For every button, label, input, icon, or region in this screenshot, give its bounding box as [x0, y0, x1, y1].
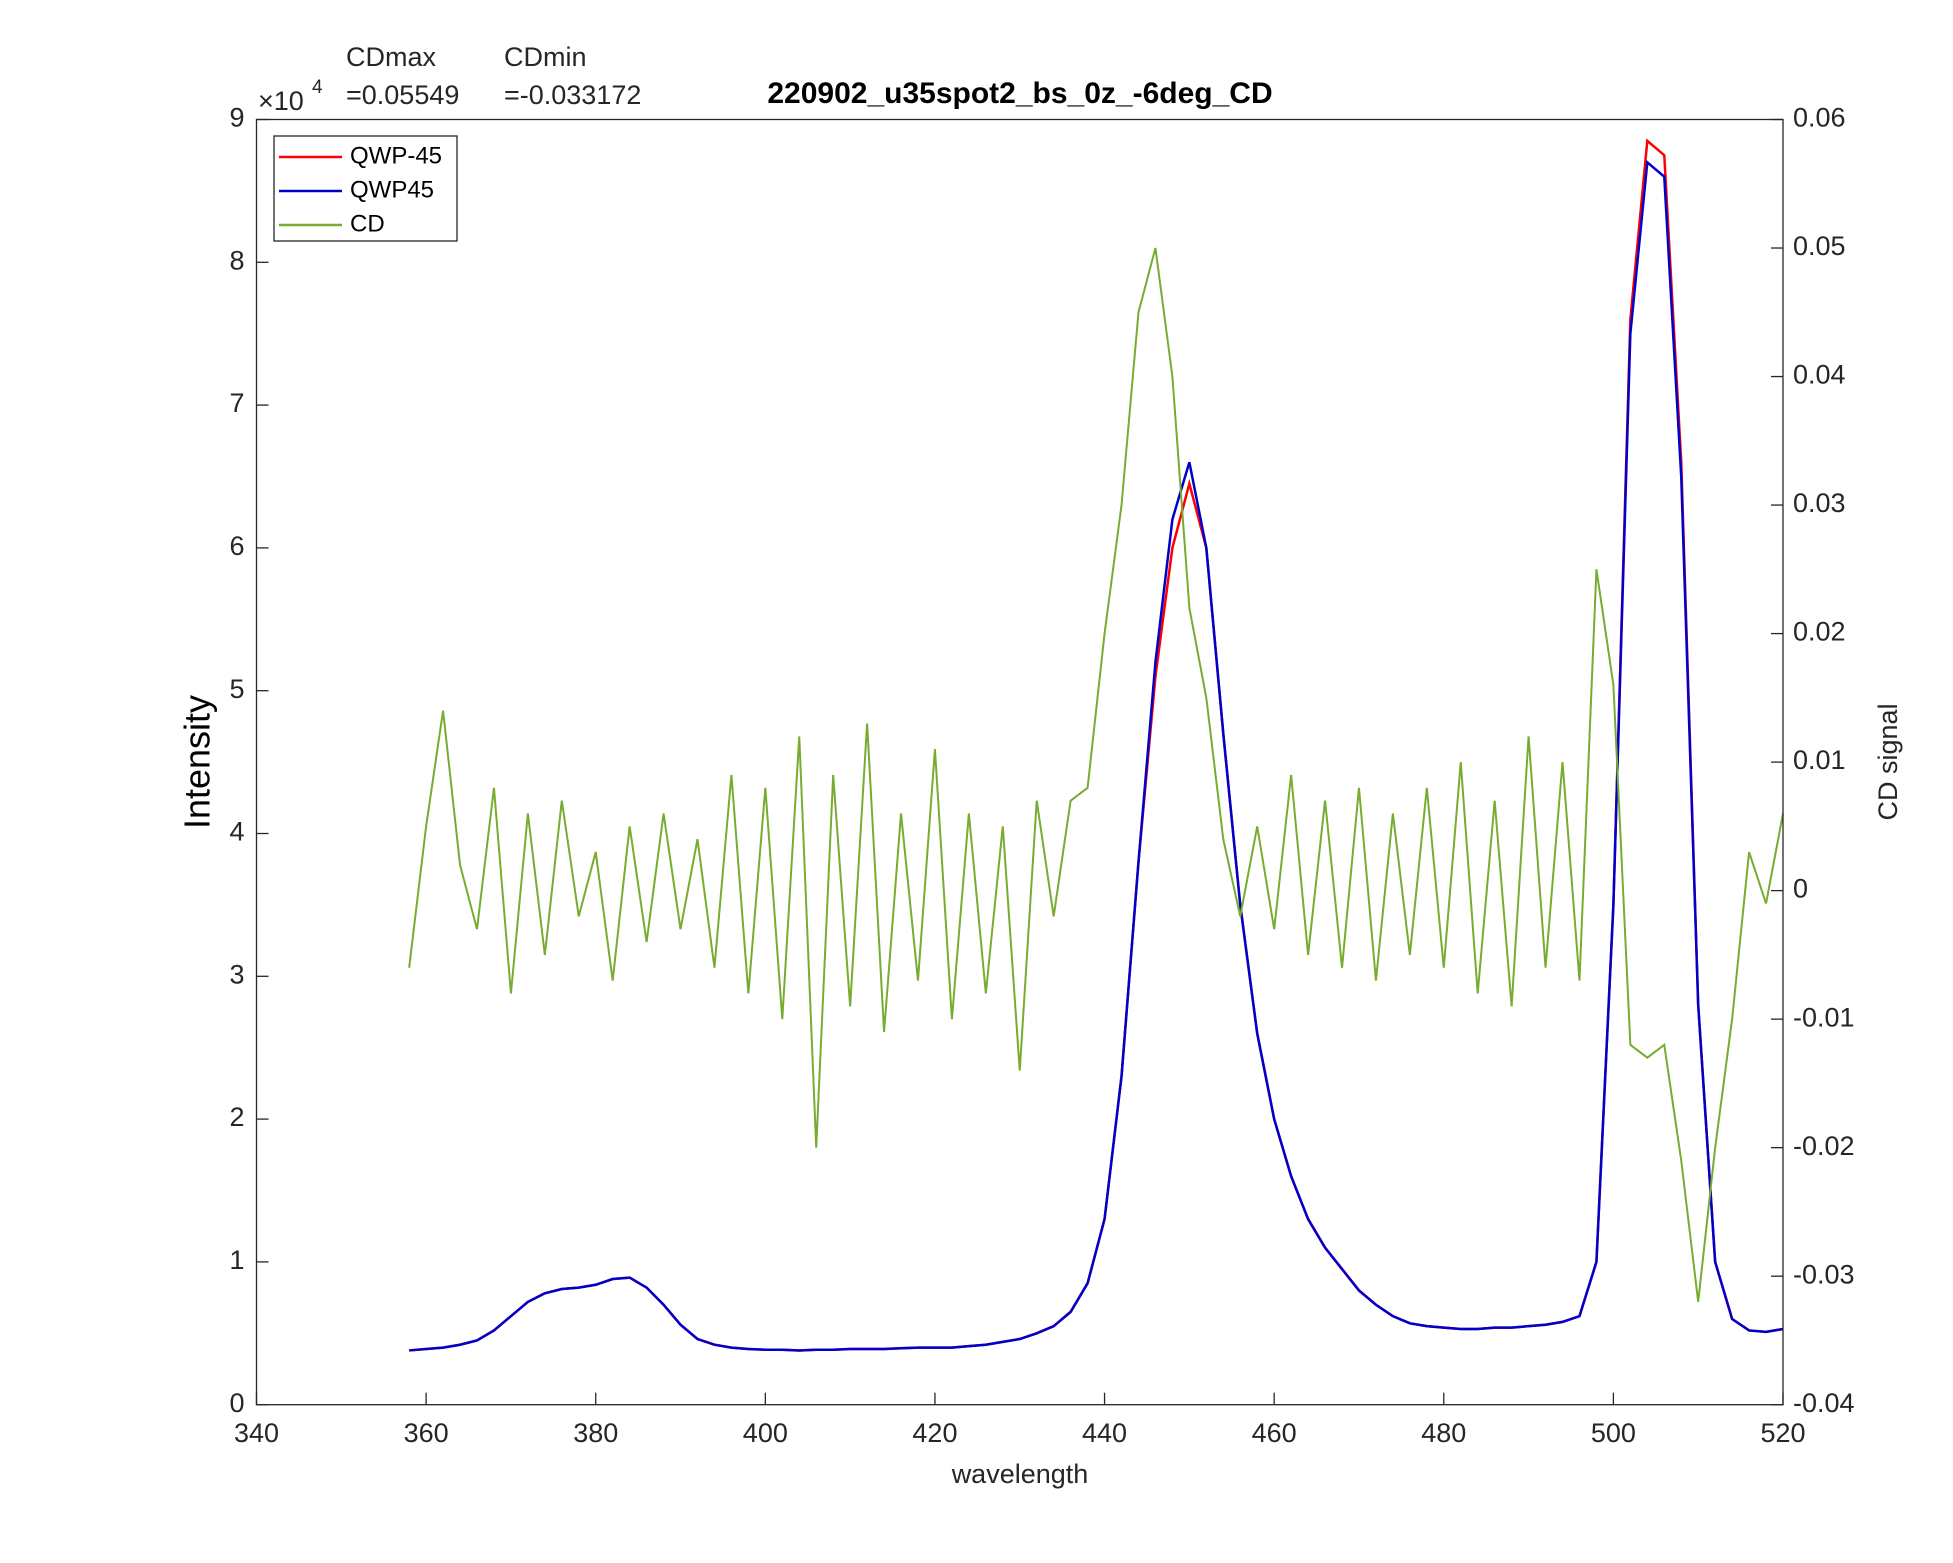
- y-tick-label: 2: [229, 1102, 244, 1132]
- y-tick-label: 9: [229, 103, 244, 133]
- x-tick-label: 400: [743, 1418, 788, 1448]
- cdmin-value: =-0.033172: [504, 80, 641, 110]
- y-tick-label: 1: [229, 1245, 244, 1275]
- x-tick-label: 500: [1591, 1418, 1636, 1448]
- line-qwp45: [409, 159, 1784, 1352]
- x-tick-label: 340: [234, 1418, 279, 1448]
- y-tick-label: 5: [229, 674, 244, 704]
- y-tick-label: 4: [229, 817, 244, 847]
- y-exponent-base: ×10: [258, 86, 304, 116]
- x-axis-label: wavelength: [951, 1459, 1089, 1489]
- x-tick-label: 520: [1760, 1418, 1805, 1448]
- legend-label: QWP-45: [350, 142, 442, 169]
- y-exponent-power: 4: [312, 77, 323, 98]
- x-tick-label: 380: [573, 1418, 618, 1448]
- x-tick-label: 460: [1252, 1418, 1297, 1448]
- legend-box: [273, 135, 458, 242]
- y2-tick-label: -0.01: [1793, 1002, 1855, 1032]
- plot-area: [408, 138, 1784, 1352]
- y-axis-label: Intensity: [177, 695, 218, 829]
- y-tick-label: 3: [229, 959, 244, 989]
- line-qwp-45: [409, 138, 1784, 1352]
- x-tick-label: 440: [1082, 1418, 1127, 1448]
- x-tick-label: 360: [404, 1418, 449, 1448]
- y2-tick-label: -0.03: [1793, 1259, 1855, 1289]
- legend-label: QWP45: [350, 176, 434, 203]
- cdmin-label: CDmin: [504, 42, 587, 72]
- x-tick-label: 480: [1421, 1418, 1466, 1448]
- y-tick-label: 6: [229, 531, 244, 561]
- y2-tick-label: 0.04: [1793, 360, 1846, 390]
- y2-tick-label: 0.02: [1793, 617, 1846, 647]
- cdmax-label: CDmax: [346, 42, 437, 72]
- line-cd: [408, 247, 1784, 1302]
- x-tick-label: 420: [912, 1418, 957, 1448]
- y2-tick-label: -0.02: [1793, 1131, 1855, 1161]
- y2-tick-label: 0.05: [1793, 231, 1846, 261]
- legend-label: CD: [350, 210, 385, 237]
- y-tick-label: 7: [229, 388, 244, 418]
- cdmax-value: =0.05549: [346, 80, 459, 110]
- y2-axis-label: CD signal: [1873, 703, 1903, 820]
- y2-tick-label: -0.04: [1793, 1388, 1855, 1418]
- y-tick-label: 0: [229, 1388, 244, 1418]
- axes-box: [255, 118, 1784, 1406]
- y2-tick-label: 0.01: [1793, 745, 1846, 775]
- y2-tick-label: 0: [1793, 874, 1808, 904]
- y-tick-label: 8: [229, 245, 244, 275]
- y2-tick-label: 0.03: [1793, 488, 1846, 518]
- y2-tick-label: 0.06: [1793, 103, 1846, 133]
- chart-title: 220902_u35spot2_bs_0z_-6deg_CD: [767, 77, 1272, 110]
